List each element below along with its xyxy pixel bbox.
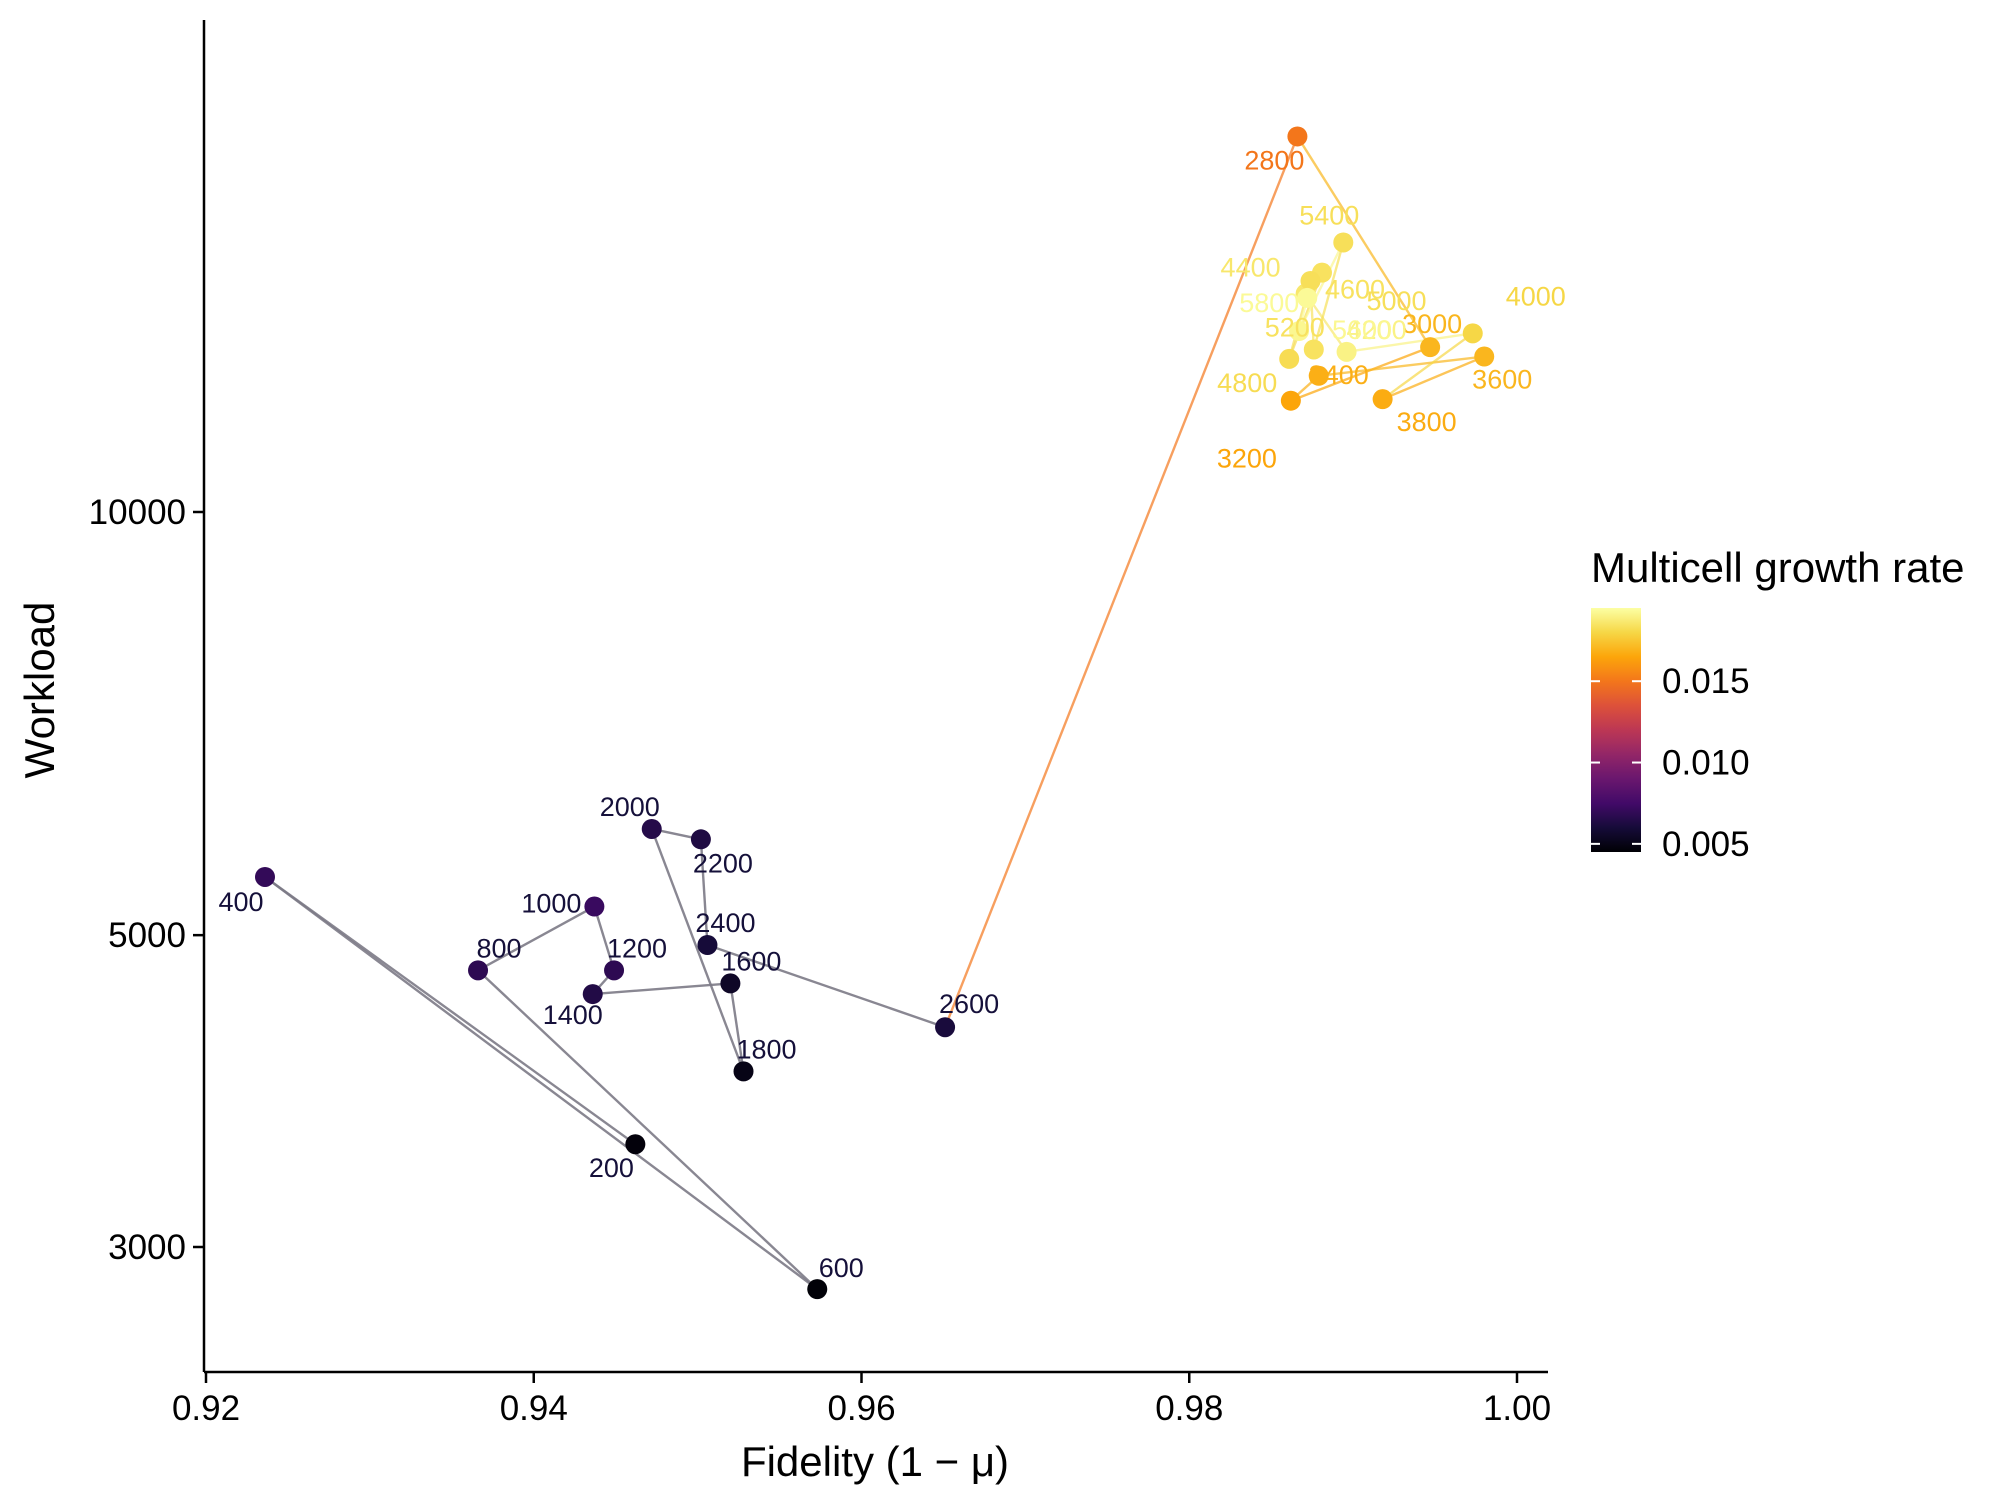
data-point: [807, 1279, 828, 1300]
path-segment: [264, 875, 637, 1146]
data-point: [1308, 365, 1329, 386]
path-segment: [477, 905, 595, 972]
point-label: 1200: [607, 933, 667, 963]
point-label: 5800: [1239, 288, 1299, 318]
path-segment: [699, 839, 709, 946]
x-axis-title: Fidelity (1 − μ): [741, 1438, 1009, 1485]
point-label: 1400: [543, 1000, 603, 1030]
data-point: [1289, 321, 1310, 342]
legend-ticks: 0.005 0.010 0.015: [1591, 662, 1750, 864]
path-segment: [593, 906, 616, 971]
path-segments: [264, 135, 1485, 1291]
y-tick-label: 5000: [108, 916, 186, 955]
data-point: [1297, 287, 1318, 308]
data-point: [1333, 232, 1354, 253]
data-point: [641, 818, 662, 839]
data-point: [584, 896, 605, 917]
x-tick-label: 0.96: [827, 1389, 895, 1428]
path-segment: [1297, 241, 1345, 332]
data-point: [1303, 339, 1324, 360]
x-axis-ticks: 0.92 0.94 0.96 0.98 1.00: [172, 1372, 1551, 1428]
path-segment: [477, 969, 819, 1290]
colorbar: [1591, 608, 1641, 852]
point-label: 400: [218, 887, 263, 917]
point-label: 4200: [1347, 315, 1407, 345]
point-label: 4000: [1506, 281, 1566, 311]
point-label: 2600: [939, 989, 999, 1019]
data-point: [697, 934, 718, 955]
path-segment: [650, 828, 745, 1072]
data-point: [468, 960, 489, 981]
point-label: 2800: [1244, 145, 1304, 175]
data-point: [1420, 337, 1441, 358]
point-label: 1800: [736, 1034, 796, 1064]
data-point: [1462, 323, 1483, 344]
data-points: [254, 126, 1495, 1300]
point-label: 2400: [695, 908, 755, 938]
data-point: [1300, 270, 1321, 291]
point-label: 5400: [1299, 200, 1359, 230]
point-label: 3200: [1217, 444, 1277, 474]
path-segment: [943, 136, 1299, 1028]
path-segment: [1290, 346, 1431, 402]
path-segment: [1296, 135, 1432, 348]
point-label: 4600: [1325, 275, 1385, 305]
y-tick-label: 10000: [89, 493, 186, 532]
legend-tick-label: 0.010: [1662, 744, 1750, 783]
y-tick-label: 3000: [108, 1228, 186, 1267]
path-segment: [1381, 332, 1474, 401]
data-point: [582, 984, 603, 1005]
path-segment: [1382, 355, 1485, 401]
path-segment: [729, 983, 745, 1072]
point-label: 5600: [1332, 315, 1392, 345]
point-label: 800: [477, 933, 522, 963]
point-label: 3000: [1402, 309, 1462, 339]
point-label: 2000: [600, 792, 660, 822]
data-point: [720, 973, 741, 994]
data-point: [1280, 390, 1301, 411]
point-label: 5000: [1366, 286, 1426, 316]
path-segment: [592, 982, 731, 996]
data-point: [1279, 348, 1300, 369]
data-point: [1372, 389, 1393, 410]
point-label: 1600: [721, 946, 781, 976]
x-tick-label: 0.94: [500, 1389, 568, 1428]
data-point: [604, 960, 625, 981]
path-segment: [1312, 242, 1345, 350]
point-label: 1000: [521, 889, 581, 919]
point-label: 4400: [1221, 253, 1281, 283]
legend-tick-label: 0.005: [1662, 825, 1750, 864]
point-label: 3400: [1309, 360, 1369, 390]
data-point: [1287, 126, 1308, 147]
x-tick-label: 0.92: [172, 1389, 240, 1428]
color-legend: Multicell growth rate 0.005 0.010 0.015: [1591, 544, 1964, 864]
x-tick-label: 0.98: [1155, 1389, 1223, 1428]
path-segment: [1346, 332, 1473, 354]
point-label: 3800: [1397, 407, 1457, 437]
data-point: [625, 1134, 646, 1155]
legend-title: Multicell growth rate: [1591, 544, 1964, 591]
point-labels: 200 400 600 800 1000 1200 1400 1600 1800 2000 2200…: [218, 145, 1565, 1283]
point-label: 2200: [693, 848, 753, 878]
data-point: [1474, 346, 1495, 367]
path-segment: [264, 876, 818, 1291]
data-point: [935, 1017, 956, 1038]
point-label: 3600: [1472, 365, 1532, 395]
y-axis-ticks: 3000 5000 10000: [89, 493, 204, 1267]
point-label: 600: [819, 1253, 864, 1283]
data-point: [733, 1061, 754, 1082]
point-label: 5200: [1265, 312, 1325, 342]
path-segment: [1318, 355, 1485, 377]
data-point: [1336, 341, 1357, 362]
legend-tick-label: 0.015: [1662, 662, 1750, 701]
point-label: 200: [589, 1153, 634, 1183]
data-point: [690, 829, 711, 850]
point-label: 4800: [1217, 368, 1277, 398]
x-tick-label: 1.00: [1483, 1389, 1551, 1428]
path-segment: [707, 943, 946, 1029]
y-axis-title: Workload: [16, 602, 63, 779]
data-point: [254, 866, 275, 887]
